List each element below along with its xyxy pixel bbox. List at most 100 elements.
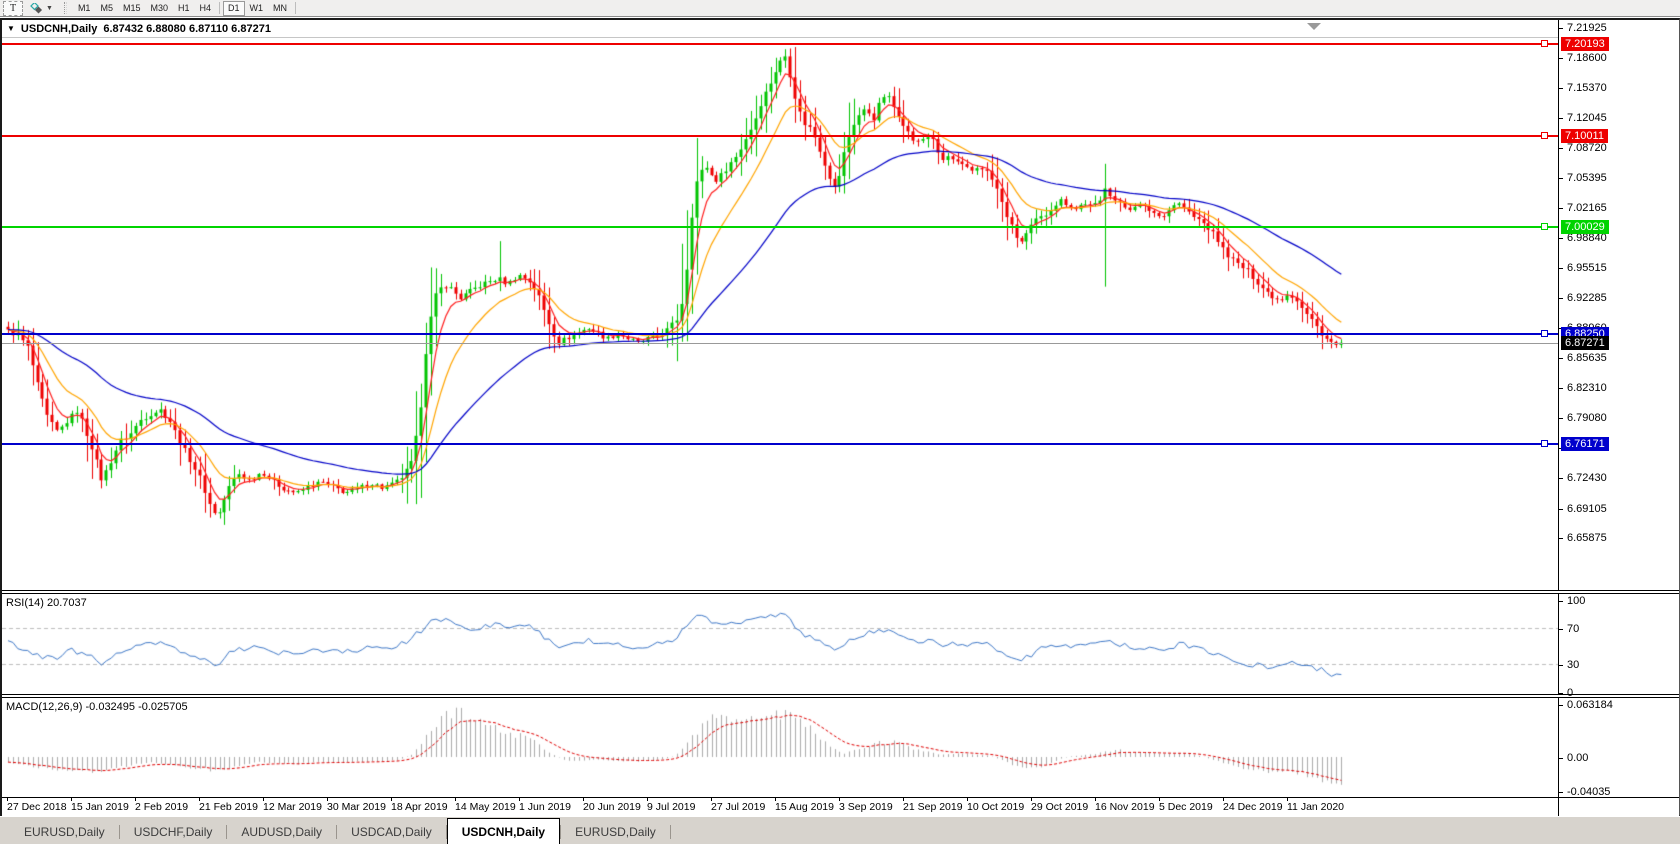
date-tick-mark	[839, 798, 840, 801]
price-tick-label: 7.15370	[1567, 81, 1607, 94]
chart-tab-usdchf-daily[interactable]: USDCHF,Daily	[133, 825, 213, 839]
date-label: 11 Jan 2020	[1287, 801, 1345, 813]
price-tick-mark	[1559, 297, 1563, 299]
panel-splitter[interactable]	[2, 591, 1679, 593]
price-tick-label: 7.18600	[1567, 52, 1607, 65]
timeframe-button-w1[interactable]: W1	[249, 3, 264, 13]
price-tick-mark	[1559, 508, 1563, 510]
date-label: 16 Nov 2019	[1095, 801, 1155, 813]
date-label: 9 Jul 2019	[647, 801, 696, 813]
date-tick-mark	[1159, 798, 1160, 801]
price-tick-mark	[1559, 268, 1563, 270]
date-tick-mark	[263, 798, 264, 801]
chart-symbol-title: USDCNH,Daily	[20, 22, 98, 35]
date-tick-mark	[199, 798, 200, 801]
timeframe-button-mn[interactable]: MN	[273, 3, 288, 13]
level-line[interactable]	[2, 330, 1558, 338]
price-tick-mark	[1559, 388, 1563, 390]
rsi-tick-mark	[1559, 665, 1563, 667]
date-tick-mark	[711, 798, 712, 801]
date-axis[interactable]: 27 Dec 2018 15 Jan 2019 2 Feb 2019 21 Feb 2…	[2, 798, 1679, 816]
timeframe-button-m1[interactable]: M1	[77, 3, 91, 13]
rsi-label: RSI(14) 20.7037	[6, 597, 87, 609]
price-tick-label: 6.79080	[1567, 411, 1607, 424]
level-line[interactable]	[2, 440, 1558, 448]
price-tick-mark	[1559, 358, 1563, 360]
price-tick-label: 7.21925	[1567, 22, 1607, 34]
price-tick-mark	[1559, 117, 1563, 119]
level-price-badge: 7.10011	[1561, 129, 1608, 144]
price-tick-mark	[1559, 58, 1563, 60]
date-tick-mark	[775, 798, 776, 801]
level-line-anchor[interactable]	[1541, 132, 1548, 140]
timeframe-button-m15[interactable]: M15	[122, 3, 141, 13]
rsi-tick-mark	[1559, 628, 1563, 630]
date-label: 21 Sep 2019	[903, 801, 963, 813]
macd-canvas[interactable]	[2, 698, 1558, 797]
price-tick-label: 6.95515	[1567, 262, 1607, 275]
tab-separator	[226, 825, 228, 839]
text-tool-button[interactable]: T	[3, 0, 23, 16]
level-line-anchor[interactable]	[1541, 440, 1548, 448]
current-price-line	[2, 343, 1558, 345]
price-tick-label: 7.05395	[1567, 172, 1607, 185]
level-line-anchor[interactable]	[1541, 330, 1548, 338]
level-price-badge: 7.20193	[1561, 36, 1609, 51]
macd-tick-label: -0.04035	[1567, 785, 1611, 798]
macd-label: MACD(12,26,9) -0.032495 -0.025705	[6, 701, 188, 713]
panel-splitter[interactable]	[2, 695, 1679, 697]
date-label: 15 Jan 2019	[71, 801, 129, 813]
date-label: 10 Oct 2019	[967, 801, 1025, 813]
axis-corner	[1558, 798, 1679, 816]
toolbar-separator	[295, 2, 297, 14]
chart-menu-triangle-icon[interactable]: ▼	[7, 24, 15, 33]
timeframe-button-m30[interactable]: M30	[150, 3, 168, 13]
price-tick-label: 6.98840	[1567, 232, 1607, 245]
date-label: 20 Jun 2019	[583, 801, 641, 813]
rsi-tick-label: 0	[1567, 687, 1574, 699]
date-label: 27 Jul 2019	[711, 801, 766, 813]
price-axis[interactable]: 7.21925 7.18600 7.15370 7.12045 7.08720 7.053…	[1558, 20, 1679, 590]
price-tick-mark	[1559, 417, 1563, 419]
timeframe-button-m5[interactable]: M5	[100, 3, 113, 13]
date-tick-mark	[71, 798, 72, 801]
date-label: 1 Jun 2019	[519, 801, 571, 813]
tab-separator	[336, 825, 338, 839]
price-tick-label: 6.92285	[1567, 291, 1607, 304]
level-price-badge: 6.76171	[1561, 437, 1609, 452]
date-tick-mark	[519, 798, 520, 801]
chart-shift-marker[interactable]	[1307, 23, 1321, 30]
level-line[interactable]	[2, 132, 1558, 140]
level-line[interactable]	[2, 39, 1558, 47]
date-label: 3 Sep 2019	[839, 801, 893, 813]
rsi-tick-mark	[1559, 693, 1563, 694]
price-tick-label: 6.65875	[1567, 532, 1607, 545]
tab-separator	[669, 825, 671, 839]
chart-tab-usdcad-daily[interactable]: USDCAD,Daily	[351, 825, 432, 839]
rsi-axis[interactable]: 100 70 30 0	[1558, 594, 1679, 699]
date-tick-mark	[647, 798, 648, 801]
chart-tab-eurusd-daily[interactable]: EURUSD,Daily	[575, 825, 656, 839]
timeframe-button-d1[interactable]: D1	[223, 0, 245, 16]
chart-tab-usdcnh-daily[interactable]: USDCNH,Daily	[446, 818, 561, 844]
chart-tab-eurusd-daily[interactable]: EURUSD,Daily	[24, 825, 105, 839]
level-line-anchor[interactable]	[1541, 39, 1548, 47]
macd-tick-mark	[1559, 758, 1563, 759]
level-line-anchor[interactable]	[1541, 223, 1548, 231]
chart-title-strip: ▼ USDCNH,Daily 6.87432 6.88080 6.87110 6…	[2, 20, 1558, 38]
date-tick-mark	[455, 798, 456, 801]
rsi-tick-label: 30	[1567, 659, 1580, 672]
timeframe-button-h1[interactable]: H1	[178, 3, 190, 13]
macd-tick-label: 0.063184	[1567, 699, 1613, 711]
main-chart-canvas[interactable]	[2, 20, 1558, 590]
timeframe-button-h4[interactable]: H4	[199, 3, 212, 13]
date-tick-mark	[327, 798, 328, 801]
chart-tab-audusd-daily[interactable]: AUDUSD,Daily	[241, 825, 323, 839]
macd-axis[interactable]: 0.063184 0.00 -0.04035	[1558, 698, 1679, 798]
date-label: 14 May 2019	[455, 801, 516, 813]
objects-tool-button[interactable]: ▼	[25, 1, 58, 16]
date-tick-mark	[583, 798, 584, 801]
level-line[interactable]	[2, 223, 1558, 231]
rsi-canvas[interactable]	[2, 594, 1558, 694]
